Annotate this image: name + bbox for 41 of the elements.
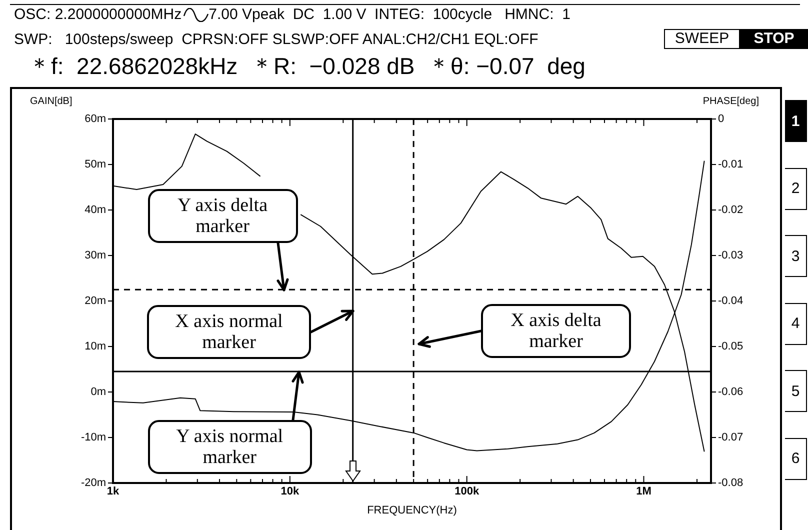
text: 6 — [785, 438, 807, 480]
text: SWEEP — [664, 29, 740, 49]
text: SWP: 100steps/sweep CPRSN:OFF SLSWP:OFF ANAL:CH2/CH1 EQL:OFF — [14, 31, 538, 48]
y-tick-label: 40m — [84, 204, 106, 216]
x-tick-label: 1M — [636, 486, 652, 498]
annotation: X axis delta marker — [481, 304, 631, 358]
y-axis-title: GAIN[dB] — [30, 96, 72, 107]
text: 4 — [785, 302, 807, 344]
annotation: Y axis delta marker — [148, 188, 298, 243]
text: OSC: 2.2000000000MHz — [14, 6, 182, 23]
text: STOP — [740, 29, 808, 49]
y2-tick-label: -0.04 — [718, 295, 744, 308]
text: 1 — [785, 100, 807, 142]
text: ＊f: 22.6862028kHz ＊R: −0.028 dB ＊θ: −0.07 deg — [28, 52, 586, 81]
y-tick-label: 50m — [84, 158, 106, 171]
text: 5 — [785, 370, 807, 412]
y2-tick-label: -0.03 — [718, 250, 744, 262]
y-tick-label: -10m — [80, 432, 106, 444]
y-tick-label: 60m — [84, 113, 106, 126]
y2-tick-label: -0.01 — [718, 158, 744, 171]
y2-tick-label: -0.06 — [718, 386, 744, 398]
y2-tick-label: -0.02 — [718, 204, 744, 216]
y-tick-label: 30m — [84, 250, 106, 262]
text: 2 — [785, 168, 807, 210]
x-tick-label: 1k — [106, 486, 120, 498]
y2-axis-title: PHASE[deg] — [702, 96, 760, 107]
x-axis-title: FREQUENCY(Hz) — [367, 504, 457, 517]
annotation: Y axis normal marker — [148, 420, 312, 474]
text: 7.00 Vpeak DC 1.00 V INTEG: 100cycle HMNC: 1 — [208, 6, 570, 23]
y2-tick-label: -0.08 — [718, 477, 744, 490]
y-tick-label: 20m — [84, 295, 106, 308]
x-tick-label: 10k — [280, 486, 300, 498]
text: 3 — [785, 235, 807, 277]
y-tick-label: 0m — [90, 386, 106, 398]
y2-tick-label: -0.07 — [718, 432, 744, 444]
y-tick-label: -20m — [80, 477, 106, 490]
y-tick-label: 10m — [84, 340, 106, 353]
x-tick-label: 100k — [454, 486, 480, 498]
y2-tick-label: -0.05 — [718, 340, 744, 353]
y2-tick-label: 0 — [718, 113, 724, 126]
annotation: X axis normal marker — [147, 305, 311, 359]
